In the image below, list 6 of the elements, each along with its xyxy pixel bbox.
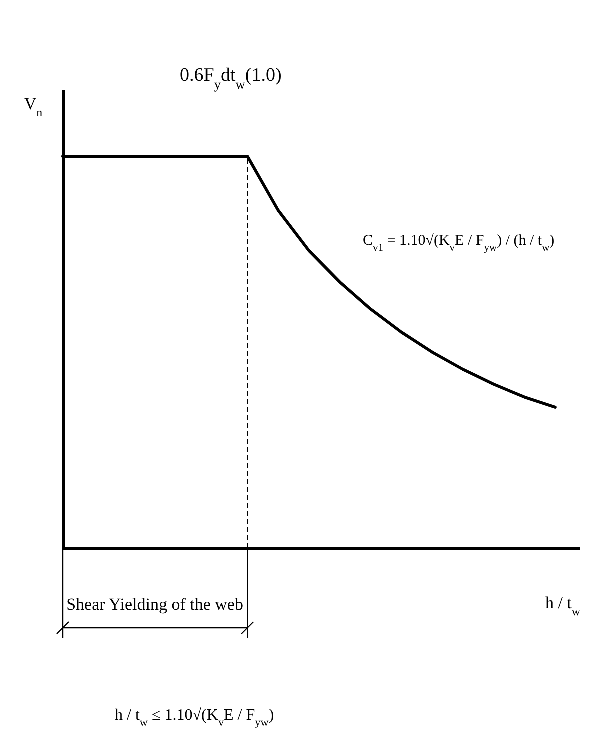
x-axis-title: h / t$_{w}$ bbox=[545, 594, 581, 618]
text: Shear Yielding of the web bbox=[66, 595, 244, 614]
text: h / t$_{w}$ ≤ 1.10√(K$_{v}$E / F$_{yw}$) bbox=[115, 707, 274, 729]
text: C$_{v1}$ = 1.10√(K$_{v}$E / F$_{yw}$) / (h / t$_{w}$) bbox=[363, 233, 555, 254]
y-axis-title: V$_{n}$ bbox=[24, 94, 43, 120]
text: 0.6F$_{y}$dt$_{w}$(1.0) bbox=[180, 65, 282, 92]
